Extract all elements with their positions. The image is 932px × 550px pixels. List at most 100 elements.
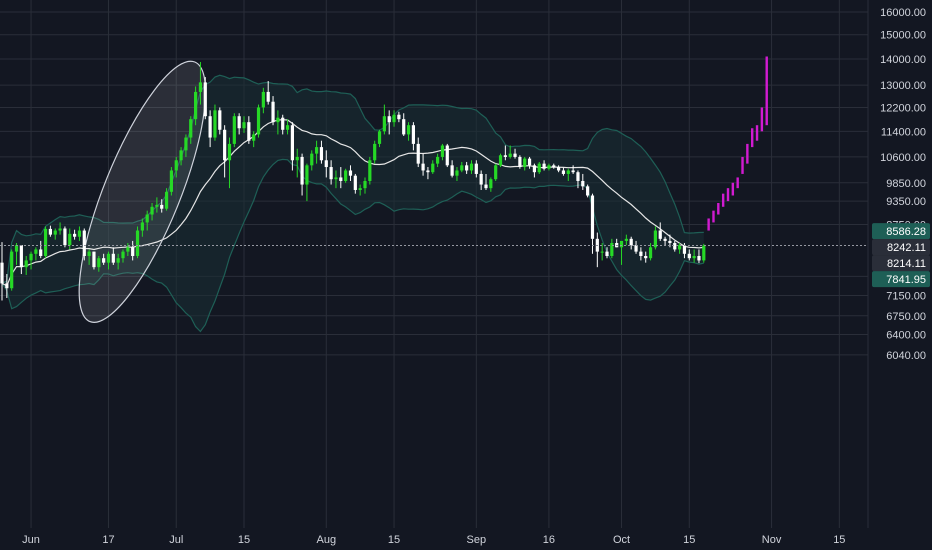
candle[interactable] (223, 125, 227, 178)
candle[interactable] (445, 143, 449, 168)
candle[interactable] (97, 255, 101, 272)
candle[interactable] (174, 156, 178, 178)
candle[interactable] (102, 253, 106, 265)
candle[interactable] (566, 168, 570, 181)
candle[interactable] (285, 119, 290, 135)
candle[interactable] (605, 247, 609, 259)
candle[interactable] (644, 251, 648, 263)
candle[interactable] (503, 145, 507, 161)
candle[interactable] (431, 160, 435, 174)
candle[interactable] (92, 251, 96, 270)
candle[interactable] (339, 167, 343, 189)
candle[interactable] (39, 240, 43, 259)
candle[interactable] (353, 173, 357, 194)
candle[interactable] (581, 173, 585, 190)
candle[interactable] (14, 243, 19, 265)
candle[interactable] (106, 251, 111, 270)
candle[interactable] (73, 229, 77, 240)
candle[interactable] (474, 160, 478, 178)
candle[interactable] (131, 240, 135, 261)
candle[interactable] (397, 111, 401, 123)
candle[interactable] (663, 236, 667, 246)
candle[interactable] (281, 114, 285, 135)
candle[interactable] (150, 202, 154, 221)
candle[interactable] (653, 226, 657, 250)
candle[interactable] (261, 87, 265, 114)
candle[interactable] (232, 113, 236, 148)
x-axis[interactable]: Jun 17 Jul 15 Aug 15 Sep 16 Oct 15 Nov 15 (22, 534, 845, 546)
candle[interactable] (77, 226, 82, 241)
candle[interactable] (24, 255, 28, 275)
candle[interactable] (63, 226, 67, 248)
candle[interactable] (121, 249, 125, 263)
candle[interactable] (164, 188, 169, 211)
candle[interactable] (310, 150, 314, 171)
candle[interactable] (189, 116, 193, 144)
candle[interactable] (363, 177, 367, 194)
candle[interactable] (658, 222, 662, 241)
candle[interactable] (484, 173, 488, 190)
candle[interactable] (140, 218, 144, 237)
candle[interactable] (319, 140, 324, 164)
candle[interactable] (426, 167, 430, 180)
candle[interactable] (271, 96, 275, 126)
candle[interactable] (82, 228, 86, 261)
candle[interactable] (368, 156, 372, 185)
candle[interactable] (300, 153, 304, 196)
candle[interactable] (498, 153, 503, 168)
candle[interactable] (242, 116, 246, 133)
candle[interactable] (469, 160, 474, 174)
candle[interactable] (552, 163, 556, 169)
candle[interactable] (508, 145, 512, 159)
candle[interactable] (348, 165, 353, 181)
candle[interactable] (523, 156, 527, 171)
candle[interactable] (160, 199, 164, 213)
candle[interactable] (697, 249, 701, 264)
candle[interactable] (494, 163, 498, 181)
candle[interactable] (624, 234, 628, 246)
candle[interactable] (334, 170, 338, 189)
candle[interactable] (687, 249, 691, 261)
candle[interactable] (266, 81, 270, 105)
candle[interactable] (213, 104, 217, 141)
candle[interactable] (436, 153, 440, 168)
candle[interactable] (692, 249, 696, 263)
candle[interactable] (247, 116, 251, 144)
candle[interactable] (406, 122, 411, 141)
candle[interactable] (610, 238, 614, 259)
candle[interactable] (111, 247, 115, 265)
candle[interactable] (135, 226, 140, 259)
candle[interactable] (590, 193, 595, 254)
candle[interactable] (227, 137, 232, 189)
candle[interactable] (489, 177, 493, 192)
candle[interactable] (639, 247, 643, 261)
candle[interactable] (373, 140, 377, 164)
candle[interactable] (126, 243, 130, 256)
candle[interactable] (702, 243, 706, 263)
candle[interactable] (648, 243, 653, 261)
candle[interactable] (542, 160, 546, 171)
candle[interactable] (203, 77, 207, 120)
candle[interactable] (53, 228, 57, 240)
candle[interactable] (0, 242, 4, 301)
candle[interactable] (58, 222, 62, 235)
candle[interactable] (513, 148, 517, 159)
candle[interactable] (392, 110, 396, 127)
candle[interactable] (276, 110, 280, 135)
candle[interactable] (184, 134, 188, 157)
candle[interactable] (43, 226, 48, 259)
candle[interactable] (29, 251, 33, 270)
candle[interactable] (576, 170, 580, 189)
candle[interactable] (527, 156, 532, 169)
candle[interactable] (600, 243, 604, 261)
candle[interactable] (256, 104, 261, 138)
candle[interactable] (198, 62, 203, 105)
candle[interactable] (358, 184, 362, 196)
candle[interactable] (34, 247, 38, 261)
candle[interactable] (237, 113, 241, 135)
candle[interactable] (169, 167, 173, 196)
candle[interactable] (450, 160, 454, 178)
candle[interactable] (402, 113, 406, 136)
candle[interactable] (537, 161, 541, 174)
candle[interactable] (416, 137, 420, 168)
